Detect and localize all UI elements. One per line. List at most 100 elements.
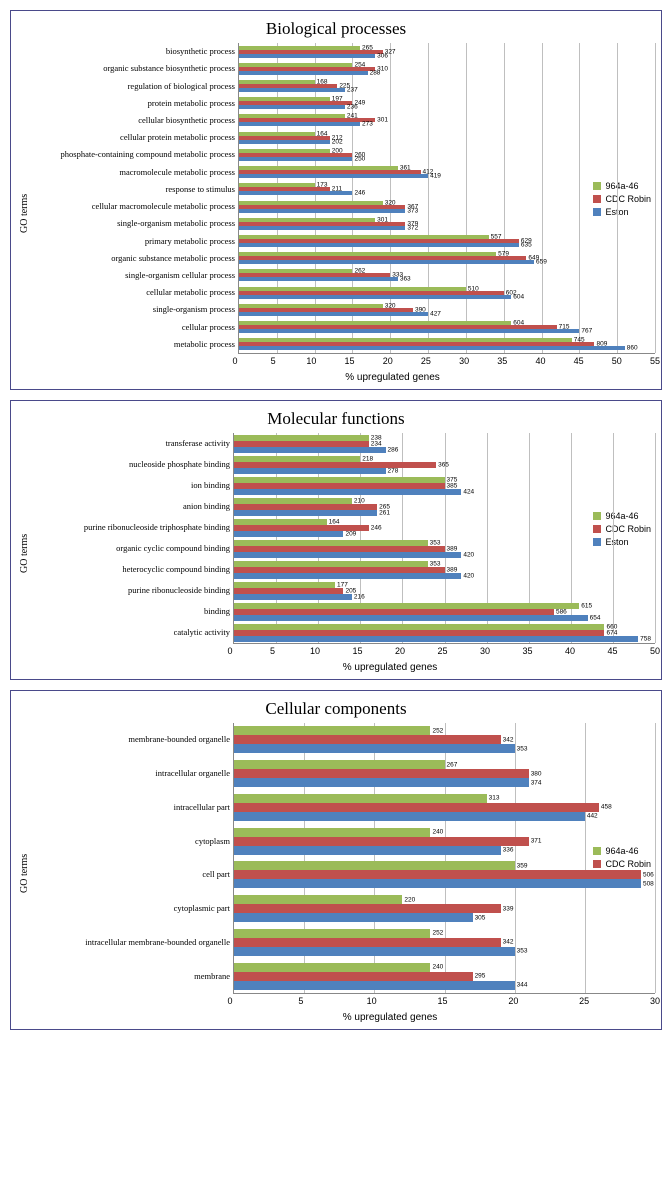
category-label: purine ribonucleoside binding	[30, 580, 230, 601]
category-label: organic substance biosynthetic process	[30, 60, 235, 77]
bar-group: 510602604	[239, 284, 655, 301]
bar-group: 197249236	[239, 95, 655, 112]
bar: 305	[234, 913, 473, 922]
bar-value-label: 342	[501, 939, 514, 946]
category-label: catalytic activity	[30, 622, 230, 643]
bar-value-label: 216	[352, 593, 365, 600]
bar-value-label: 359	[515, 862, 528, 869]
bar: 273	[239, 122, 360, 126]
bar-group: 320390427	[239, 301, 655, 318]
gridline	[655, 433, 656, 643]
bar-value-label: 372	[405, 224, 418, 231]
category-label: primary metabolic process	[30, 232, 235, 249]
bar-group: 267380374	[234, 757, 655, 791]
x-tick-label: 10	[306, 356, 316, 366]
category-label: metabolic process	[30, 336, 235, 353]
bar: 604	[239, 295, 511, 299]
x-tick-label: 40	[565, 646, 575, 656]
bar-value-label: 353	[515, 948, 528, 955]
bar-value-label: 635	[519, 242, 532, 249]
x-tick-label: 50	[612, 356, 622, 366]
bar-group: 164246209	[234, 517, 655, 538]
bar: 286	[234, 447, 386, 453]
x-tick-label: 0	[227, 996, 232, 1006]
chart-panel: 964a-46CDC RobinEstonCellular components…	[10, 690, 662, 1030]
bar-group: 241301273	[239, 112, 655, 129]
category-label: cellular macromolecule metabolic process	[30, 198, 235, 215]
x-axis-label: % upregulated genes	[230, 1012, 550, 1023]
bar: 252	[234, 929, 430, 938]
bar-group: 353389420	[234, 559, 655, 580]
bar: 202	[239, 140, 330, 144]
bar-value-label: 313	[487, 795, 500, 802]
category-label: intracellular organelle	[30, 757, 230, 791]
x-tick-label: 10	[310, 646, 320, 656]
bar: 758	[234, 636, 638, 642]
bar-group: 164212202	[239, 129, 655, 146]
plot-area: 2653273062543102881682252371972492362413…	[238, 43, 655, 354]
bar-value-label: 336	[501, 847, 514, 854]
bar-value-label: 659	[534, 259, 547, 266]
category-label: anion binding	[30, 496, 230, 517]
bar: 374	[234, 778, 529, 787]
gridline	[655, 723, 656, 993]
bar-group: 557629635	[239, 232, 655, 249]
bar-value-label: 252	[430, 930, 443, 937]
bar: 250	[239, 157, 352, 161]
bar: 288	[239, 71, 368, 75]
bar: 236	[239, 105, 345, 109]
bar: 359	[234, 861, 515, 870]
bar: 363	[239, 277, 398, 281]
bar: 209	[234, 531, 343, 537]
bar-group: 265327306	[239, 43, 655, 60]
bar: 313	[234, 794, 487, 803]
bar-value-label: 342	[501, 736, 514, 743]
category-label: membrane	[30, 959, 230, 993]
category-label: cell part	[30, 858, 230, 892]
category-label: purine ribonucleoside triphosphate bindi…	[30, 517, 230, 538]
bar-group: 210265261	[234, 496, 655, 517]
bar-value-label: 371	[529, 838, 542, 845]
bar: 508	[234, 879, 641, 888]
bar-value-label: 240	[430, 829, 443, 836]
bar: 420	[234, 552, 461, 558]
bar: 252	[234, 726, 430, 735]
bar: 419	[239, 174, 428, 178]
x-tick-label: 30	[459, 356, 469, 366]
bar-group: 254310288	[239, 60, 655, 77]
category-label: single-organism process	[30, 301, 235, 318]
chart-container: 964a-46CDC RobinEstonBiological processe…	[10, 10, 662, 1030]
category-label: single-organism metabolic process	[30, 215, 235, 232]
bar-group: 604715767	[239, 319, 655, 336]
bar-value-label: 273	[360, 121, 373, 128]
bar: 380	[234, 769, 529, 778]
bar-value-label: 236	[345, 104, 358, 111]
bar-group: 262333363	[239, 267, 655, 284]
panel-title: Biological processes	[17, 19, 655, 39]
x-tick-label: 50	[650, 646, 660, 656]
bar-group: 200260250	[239, 146, 655, 163]
bar: 342	[234, 735, 501, 744]
bar-value-label: 458	[599, 804, 612, 811]
bar: 220	[234, 895, 402, 904]
bar-group: 301379372	[239, 215, 655, 232]
bar-value-label: 288	[368, 69, 381, 76]
x-tick-label: 25	[421, 356, 431, 366]
bar: 458	[234, 803, 599, 812]
bar-group: 320367373	[239, 198, 655, 215]
bar-value-label: 209	[343, 530, 356, 537]
x-tick-label: 40	[535, 356, 545, 366]
bar: 267	[234, 760, 445, 769]
x-tick-label: 55	[650, 356, 660, 366]
x-tick-label: 35	[522, 646, 532, 656]
bar-group: 238234286	[234, 433, 655, 454]
bar: 420	[234, 573, 461, 579]
category-label: binding	[30, 601, 230, 622]
x-tick-label: 25	[437, 646, 447, 656]
bar: 353	[234, 947, 515, 956]
bar-group: 218365278	[234, 454, 655, 475]
bar-group: 615586654	[234, 601, 655, 622]
category-label: biosynthetic process	[30, 43, 235, 60]
bar-group: 359506508	[234, 858, 655, 892]
bar-group: 375385424	[234, 475, 655, 496]
